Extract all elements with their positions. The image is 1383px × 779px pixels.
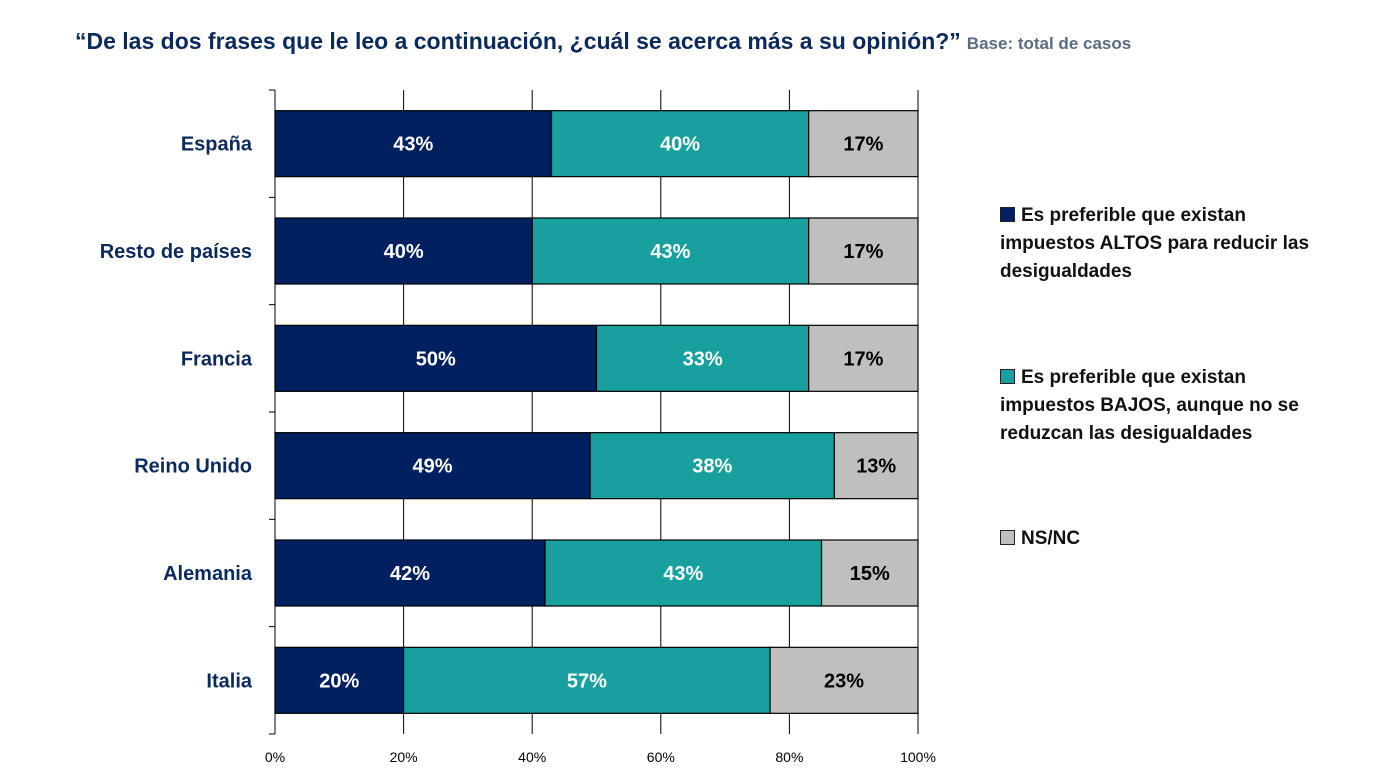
legend-swatch <box>1000 369 1015 384</box>
bar-segment <box>808 324 919 392</box>
category-label: Italia <box>206 670 252 692</box>
bar-segment <box>274 217 533 285</box>
legend-item-altos: Es preferible que existan impuestos ALTO… <box>1000 202 1330 286</box>
x-tick-label: 100% <box>900 749 936 765</box>
legend-swatch <box>1000 207 1015 222</box>
data-label: 17% <box>843 348 883 370</box>
data-label: 40% <box>384 241 424 263</box>
data-label: 23% <box>824 670 864 692</box>
x-tick-label: 0% <box>265 749 285 765</box>
bar-segment <box>769 646 919 714</box>
bar-segment <box>531 217 810 285</box>
x-tick-label: 60% <box>647 749 675 765</box>
data-label: 17% <box>843 134 883 156</box>
x-tick-label: 40% <box>518 749 546 765</box>
data-label: 42% <box>390 563 430 585</box>
data-label: 13% <box>856 456 896 478</box>
bar-segment <box>274 539 546 607</box>
title-text: “De las dos frases que le leo a continua… <box>75 28 961 54</box>
data-label: 57% <box>567 670 607 692</box>
data-label: 43% <box>393 134 433 156</box>
bar-segment <box>595 324 810 392</box>
bar-segment <box>403 646 771 714</box>
bar-segment <box>544 539 823 607</box>
data-label: 17% <box>843 241 883 263</box>
data-label: 43% <box>663 563 703 585</box>
chart-subtitle: Base: total de casos <box>966 34 1132 53</box>
category-label: Resto de países <box>100 241 252 263</box>
data-label: 43% <box>650 241 690 263</box>
x-tick-label: 20% <box>390 749 418 765</box>
legend-label: Es preferible que existan impuestos ALTO… <box>1000 205 1310 282</box>
bar-segment <box>808 217 919 285</box>
bar-segment <box>820 539 919 607</box>
category-label: Reino Unido <box>134 456 252 478</box>
chart-title: “De las dos frases que le leo a continua… <box>75 28 1131 55</box>
x-tick-label: 80% <box>775 749 803 765</box>
data-label: 38% <box>692 456 732 478</box>
legend-item-bajos: Es preferible que existan impuestos BAJO… <box>1000 364 1330 448</box>
data-label: 40% <box>660 134 700 156</box>
category-label: Francia <box>181 348 253 370</box>
bar-segment <box>274 646 405 714</box>
bar-segment <box>589 432 836 500</box>
legend-swatch <box>1000 530 1015 545</box>
legend-label: Es preferible que existan impuestos BAJO… <box>1000 367 1299 444</box>
data-label: 15% <box>850 563 890 585</box>
category-label: Alemania <box>163 563 253 585</box>
bar-segment <box>274 110 553 178</box>
bar-segment <box>808 110 919 178</box>
data-label: 33% <box>683 348 723 370</box>
category-label: España <box>181 134 253 156</box>
data-label: 49% <box>413 456 453 478</box>
bar-segment <box>833 432 919 500</box>
legend-label: NS/NC <box>1021 528 1081 549</box>
data-label: 50% <box>416 348 456 370</box>
legend-item-nsnc: NS/NC <box>1000 525 1330 553</box>
data-label: 20% <box>319 670 359 692</box>
bar-segment <box>274 324 598 392</box>
